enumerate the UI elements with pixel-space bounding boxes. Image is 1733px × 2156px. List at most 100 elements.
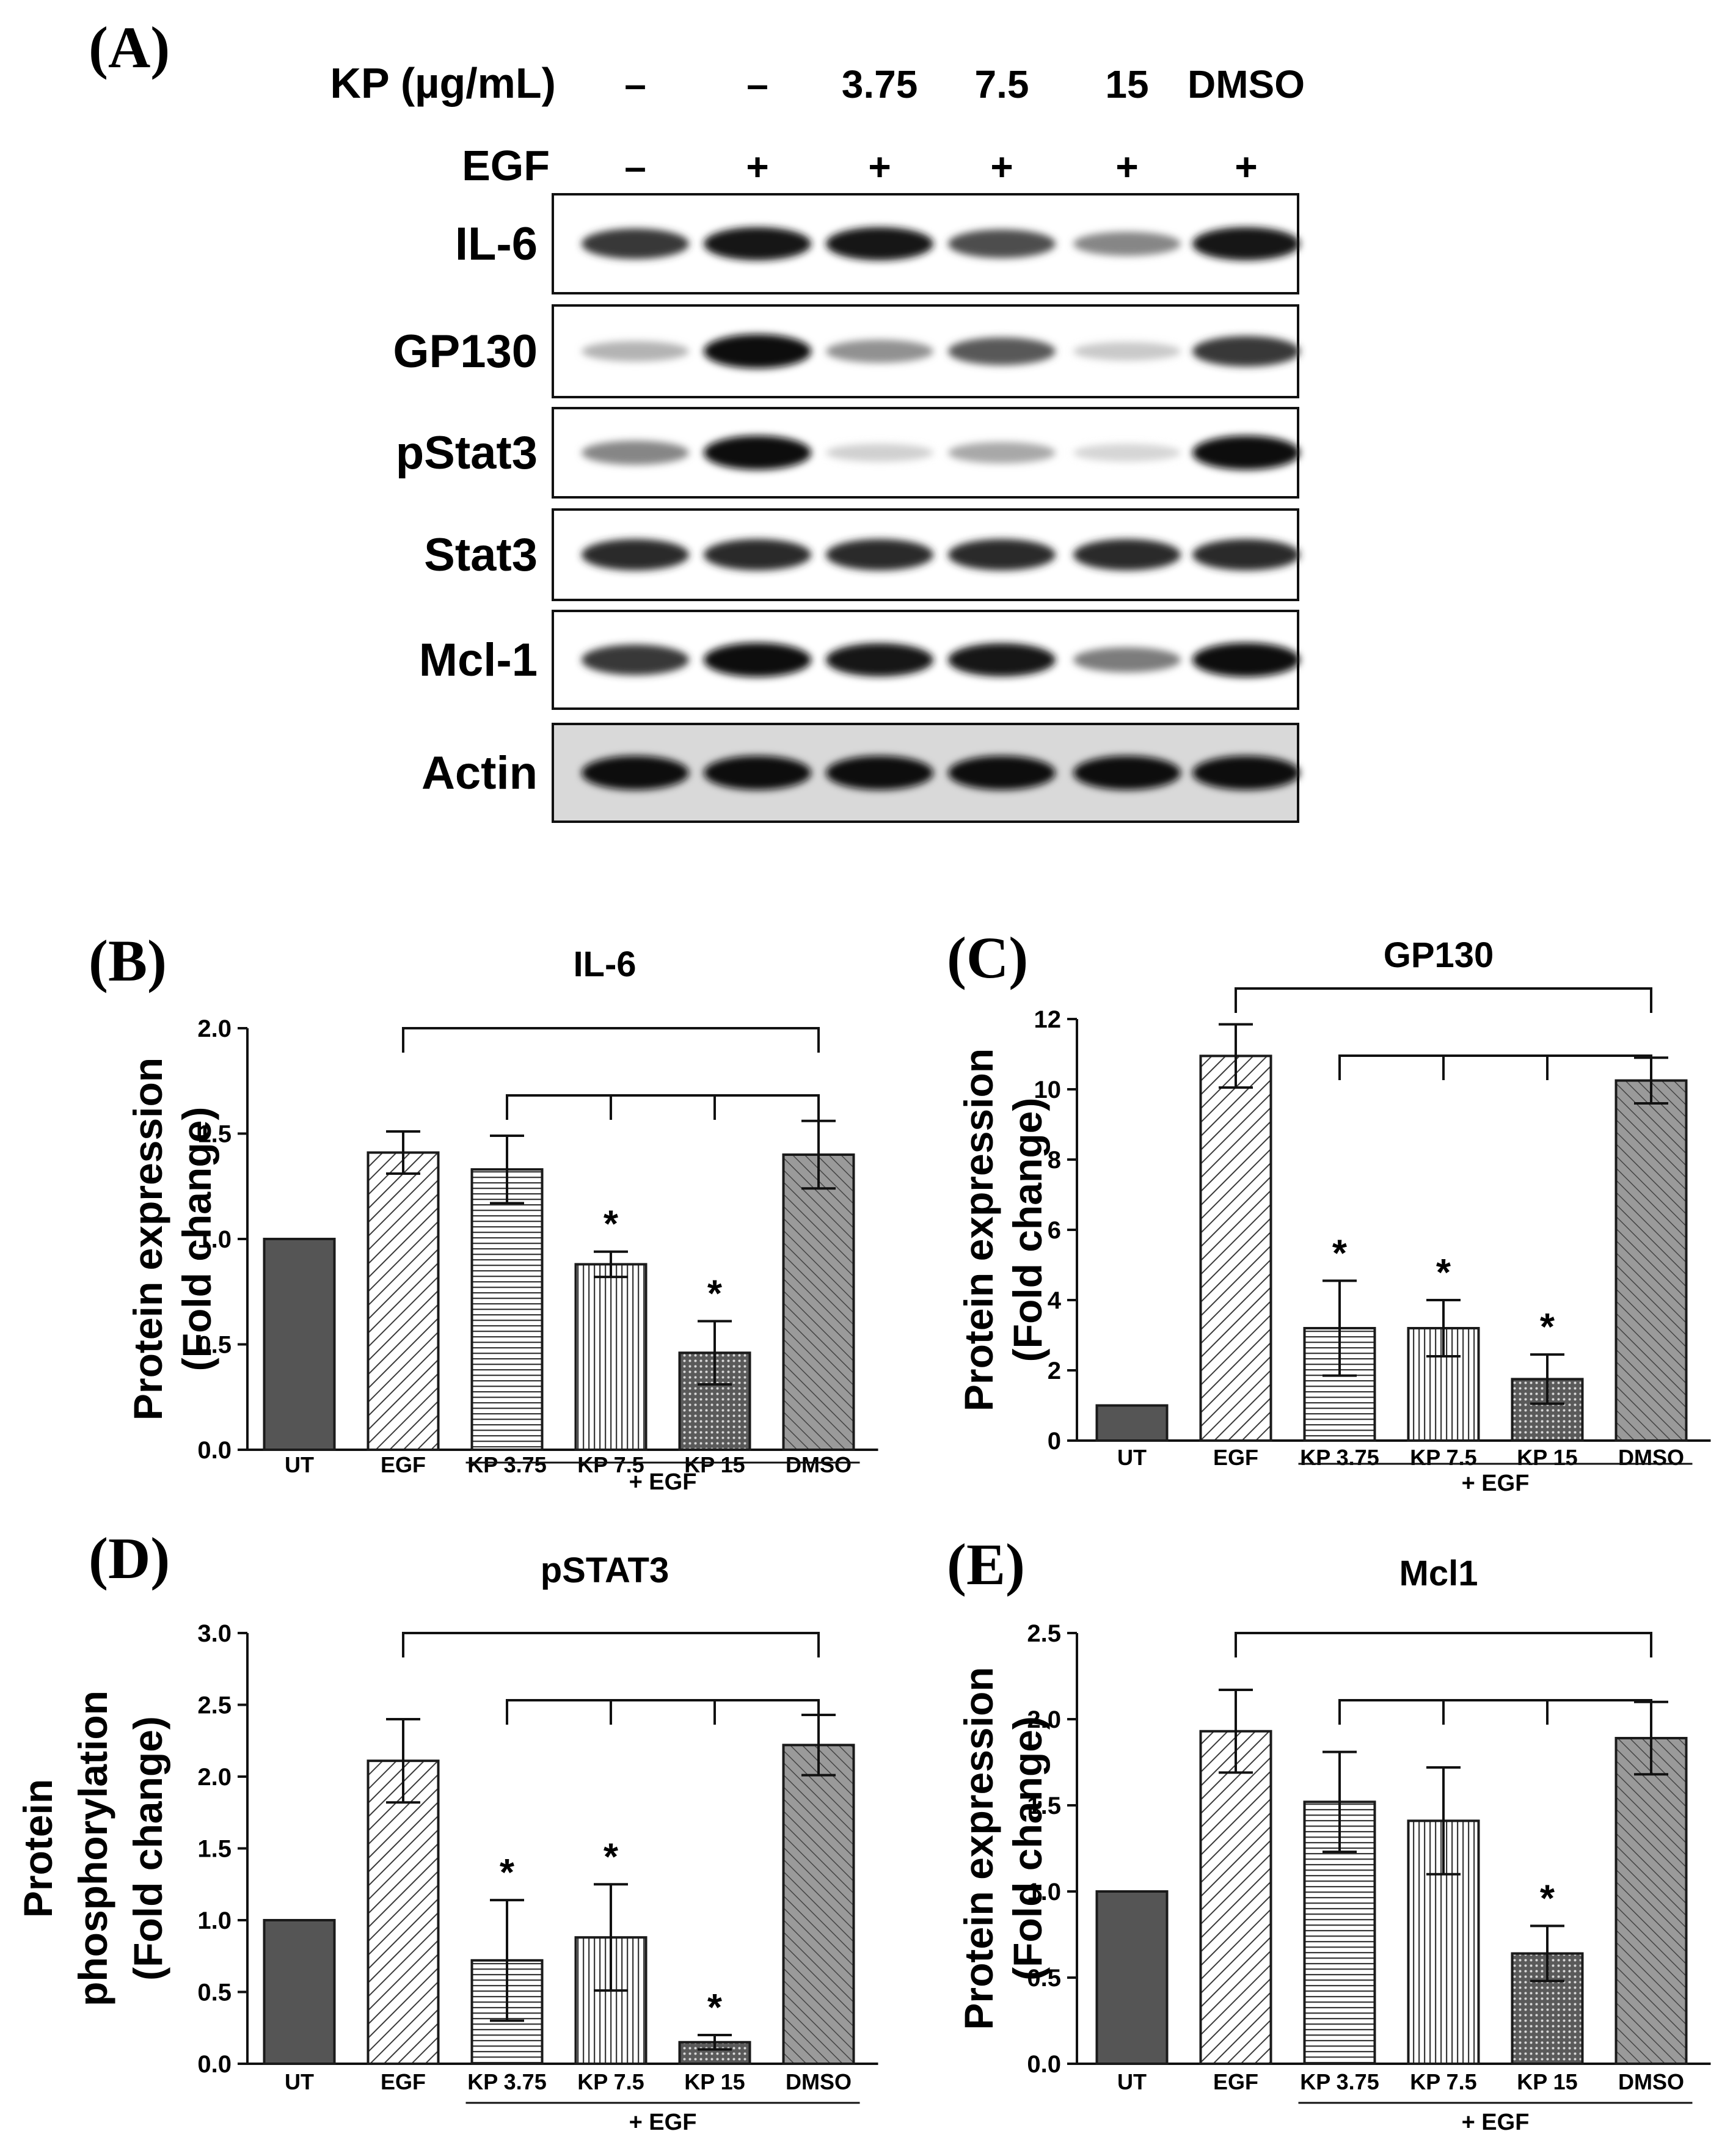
y-axis-label: phosphorylation (70, 1690, 115, 2006)
y-axis-label: Protein expression (956, 1048, 1001, 1411)
x-tick-label: KP 3.75 (1300, 2069, 1379, 2094)
x-tick-label: KP 7.5 (1410, 1445, 1476, 1470)
chart-pstat3: (D) pSTAT3 Protein phosphorylation (Fold cha… (15, 1526, 878, 2135)
blot-band (582, 756, 689, 790)
blot-row-stat3: Stat3 (424, 508, 1300, 601)
y-tick-label: 3.0 (197, 1620, 232, 1647)
x-tick-label: EGF (1213, 2069, 1258, 2094)
x-tick-label: DMSO (786, 2069, 852, 2094)
blot-band (1192, 436, 1300, 470)
x-tick-label: UT (1117, 1445, 1147, 1470)
treatment-value: DMSO (1188, 62, 1305, 106)
blot-band (948, 229, 1056, 258)
bar-ut (1095, 1890, 1169, 2065)
x-tick-label: UT (1117, 2069, 1147, 2094)
blot-band (1073, 539, 1181, 571)
treatment-value: – (624, 62, 646, 106)
y-tick-label: 2.0 (197, 1015, 232, 1042)
y-tick-label: 0.0 (197, 1437, 232, 1464)
bar-dmso (1614, 1079, 1688, 1442)
blot-band (704, 539, 811, 571)
significance-marker: * (500, 1852, 515, 1894)
blot-label: pStat3 (396, 427, 538, 479)
treatment-value: + (746, 145, 768, 189)
treatment-value: – (624, 145, 646, 189)
blot-label: Stat3 (424, 529, 538, 581)
blot-band (1073, 444, 1181, 462)
x-tick-label: EGF (381, 2069, 426, 2094)
x-tick-label: EGF (1213, 1445, 1258, 1470)
x-tick-label: KP 15 (1517, 2069, 1577, 2094)
bar-dmso (1614, 1737, 1688, 2065)
group-label: + EGF (629, 1469, 697, 1495)
blot-row-mcl-1: Mcl-1 (419, 610, 1300, 710)
treatment-header: KP (µg/mL) – – 3.75 7.5 15 DMSO EGF – + + + + + (330, 59, 1305, 189)
treatment-value: + (1235, 145, 1257, 189)
blot-band (704, 334, 811, 368)
bar-ut (263, 1238, 336, 1451)
x-tick-label: DMSO (786, 1452, 852, 1477)
significance-marker: * (1332, 1232, 1348, 1274)
x-tick-label: EGF (381, 1452, 426, 1477)
group-label: + EGF (1462, 1471, 1530, 1496)
panel-letter: (C) (947, 925, 1028, 990)
chart-title: pSTAT3 (541, 1551, 669, 1590)
x-tick-label: KP 15 (684, 1452, 745, 1477)
significance-marker: * (1436, 1252, 1451, 1294)
panel-letter: (B) (89, 928, 167, 993)
blot-band (582, 539, 689, 571)
y-axis-label: (Fold change) (125, 1716, 170, 1981)
significance-marker: * (604, 1204, 619, 1246)
blot-band (582, 645, 689, 675)
bar-ut (263, 1919, 336, 2065)
y-tick-label: 1.0 (197, 1907, 232, 1934)
chart-title: IL-6 (573, 945, 636, 984)
y-tick-label: 0.0 (197, 2051, 232, 2078)
blot-band (582, 228, 689, 259)
blot-band (826, 227, 933, 261)
blot-band (1192, 539, 1300, 571)
western-blot-panel: (A) KP (µg/mL) – – 3.75 7.5 15 DMSO EGF – + + + + + I… (89, 15, 1305, 823)
panel-letter: (E) (947, 1532, 1025, 1597)
y-tick-label: 0 (1048, 1428, 1061, 1455)
blot-band (948, 442, 1056, 464)
blot-band (948, 756, 1056, 790)
x-tick-label: KP 15 (1517, 1445, 1577, 1470)
treatment-value: – (746, 62, 768, 106)
blot-band (1192, 336, 1300, 367)
bar-egf (1199, 1730, 1272, 2065)
y-tick-label: 1.5 (197, 1121, 232, 1148)
y-tick-label: 1.5 (1027, 1792, 1061, 1819)
treatment-value: + (868, 145, 891, 189)
y-tick-label: 0.5 (197, 1332, 232, 1359)
blot-band (1192, 756, 1300, 790)
significance-marker: * (1540, 1306, 1555, 1348)
comparison-bracket (402, 1027, 820, 1053)
treatment-value: 15 (1105, 62, 1148, 106)
chart-title: Mcl1 (1399, 1554, 1478, 1593)
y-tick-label: 2 (1048, 1358, 1061, 1384)
panel-letter-a: (A) (89, 15, 170, 80)
blot-row-actin: Actin (421, 723, 1300, 823)
y-tick-label: 2.5 (1027, 1620, 1061, 1647)
blot-band (582, 440, 689, 465)
y-axis-label: Protein expression (956, 1667, 1001, 2030)
y-tick-label: 2.5 (197, 1692, 232, 1719)
comparison-bracket (402, 1632, 820, 1657)
x-tick-label: KP 3.75 (1300, 1445, 1379, 1470)
treatment-label-0: KP (µg/mL) (330, 59, 556, 107)
comparison-bracket (506, 1699, 820, 1725)
y-tick-label: 2.0 (1027, 1706, 1061, 1733)
y-tick-label: 1.5 (197, 1836, 232, 1863)
blot-band (1073, 647, 1181, 673)
blot-band (826, 539, 933, 571)
blot-band (704, 436, 811, 470)
y-tick-label: 2.0 (197, 1764, 232, 1791)
chart-gp130: (C) GP130 Protein expression (Fold change) 0… (947, 925, 1711, 1496)
blot-label: IL-6 (455, 218, 538, 270)
bar-charts: (B) IL-6 Protein expression (Fold change) 0.… (15, 925, 1711, 2135)
significance-marker: * (707, 1987, 723, 2029)
blot-band (826, 756, 933, 790)
treatment-value: 3.75 (842, 62, 918, 106)
